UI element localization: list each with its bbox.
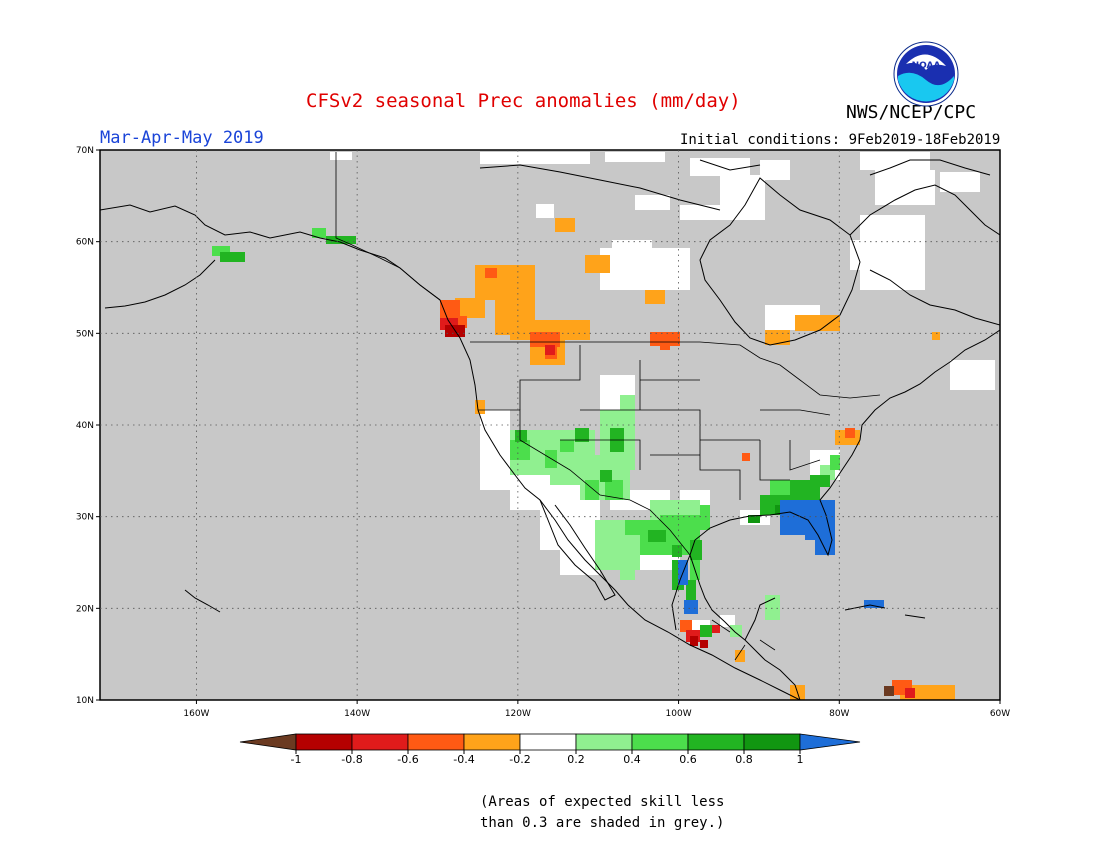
political-borders [335,152,881,661]
initial-conditions-label: Initial conditions: 9Feb2019-18Feb2019 [680,132,1001,148]
lat-tick-label: 30N [76,513,94,523]
colorbar-segment [575,733,633,751]
colorbar-high-arrow [799,733,861,751]
lat-tick-label: 50N [76,329,94,339]
colorbar-label: 0.4 [623,753,641,766]
lon-tick-label: 120W [505,709,531,719]
lon-tick-label: 100W [666,709,692,719]
graticule [96,149,1001,704]
season-label: Mar-Apr-May 2019 [100,128,264,148]
lon-tick-label: 140W [344,709,370,719]
colorbar-segment [463,733,521,751]
colorbar-label: -1 [291,753,302,766]
colorbar-segment [631,733,689,751]
colorbar-segment [687,733,745,751]
colorbar-label: -0.6 [397,753,418,766]
colorbar-segment [743,733,801,751]
colorbar-label: 0.6 [679,753,697,766]
colorbar-low-arrow [239,733,297,751]
negative-anomaly-1 [884,686,894,696]
colorbar-segment [519,733,577,751]
positive-anomaly-0-6 [220,236,830,637]
colorbar: -1 -0.8 -0.6 -0.4 -0.2 0.2 0.4 0.6 0.8 1 [239,733,861,766]
footnote-line-2: than 0.3 are shaded in grey.) [480,815,725,831]
lat-tick-label: 20N [76,604,94,614]
colorbar-segment [295,733,353,751]
anomaly-shading [100,152,1000,700]
axis-labels: 70N 60N 50N 40N 30N 20N 10N 160W 140W 120W 100W 80W… [76,146,1010,719]
lat-tick-label: 60N [76,238,94,248]
colorbar-label: -0.8 [341,753,362,766]
lat-tick-label: 40N [76,421,94,431]
colorbar-label: 0.2 [567,753,585,766]
map-title: CFSv2 seasonal Prec anomalies (mm/day) [306,90,741,112]
colorbar-segment [351,733,409,751]
colorbar-label: 1 [797,753,804,766]
colorbar-segment [407,733,465,751]
skill-footnote: (Areas of expected skill less than 0.3 a… [480,792,724,834]
noaa-logo-icon: NOAA [893,41,959,107]
agency-label: NWS/NCEP/CPC [846,102,977,123]
lat-tick-label: 10N [76,696,94,706]
lat-tick-label: 70N [76,146,94,156]
colorbar-label: 0.8 [735,753,753,766]
coastlines [100,159,1000,700]
svg-text:NOAA: NOAA [912,61,941,71]
colorbar-label: -0.4 [453,753,474,766]
colorbar-label: -0.2 [509,753,530,766]
lon-tick-label: 60W [990,709,1010,719]
footnote-line-1: (Areas of expected skill less [480,794,725,810]
lon-tick-label: 160W [183,709,209,719]
lon-tick-label: 80W [829,709,849,719]
